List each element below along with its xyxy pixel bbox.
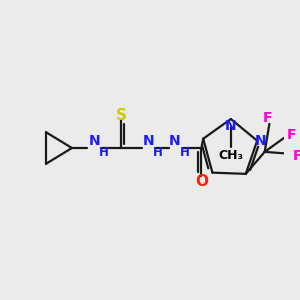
Text: F: F [293, 149, 300, 163]
Text: S: S [116, 107, 127, 122]
Text: N: N [143, 134, 154, 148]
Text: H: H [179, 146, 189, 160]
Text: N: N [169, 134, 181, 148]
Text: H: H [153, 146, 163, 160]
Text: F: F [286, 128, 296, 142]
Text: N: N [89, 134, 100, 148]
Text: F: F [263, 111, 272, 125]
Text: N: N [255, 134, 267, 148]
Text: H: H [99, 146, 109, 160]
Text: N: N [225, 119, 237, 133]
Text: O: O [195, 175, 208, 190]
Text: CH₃: CH₃ [218, 148, 243, 161]
